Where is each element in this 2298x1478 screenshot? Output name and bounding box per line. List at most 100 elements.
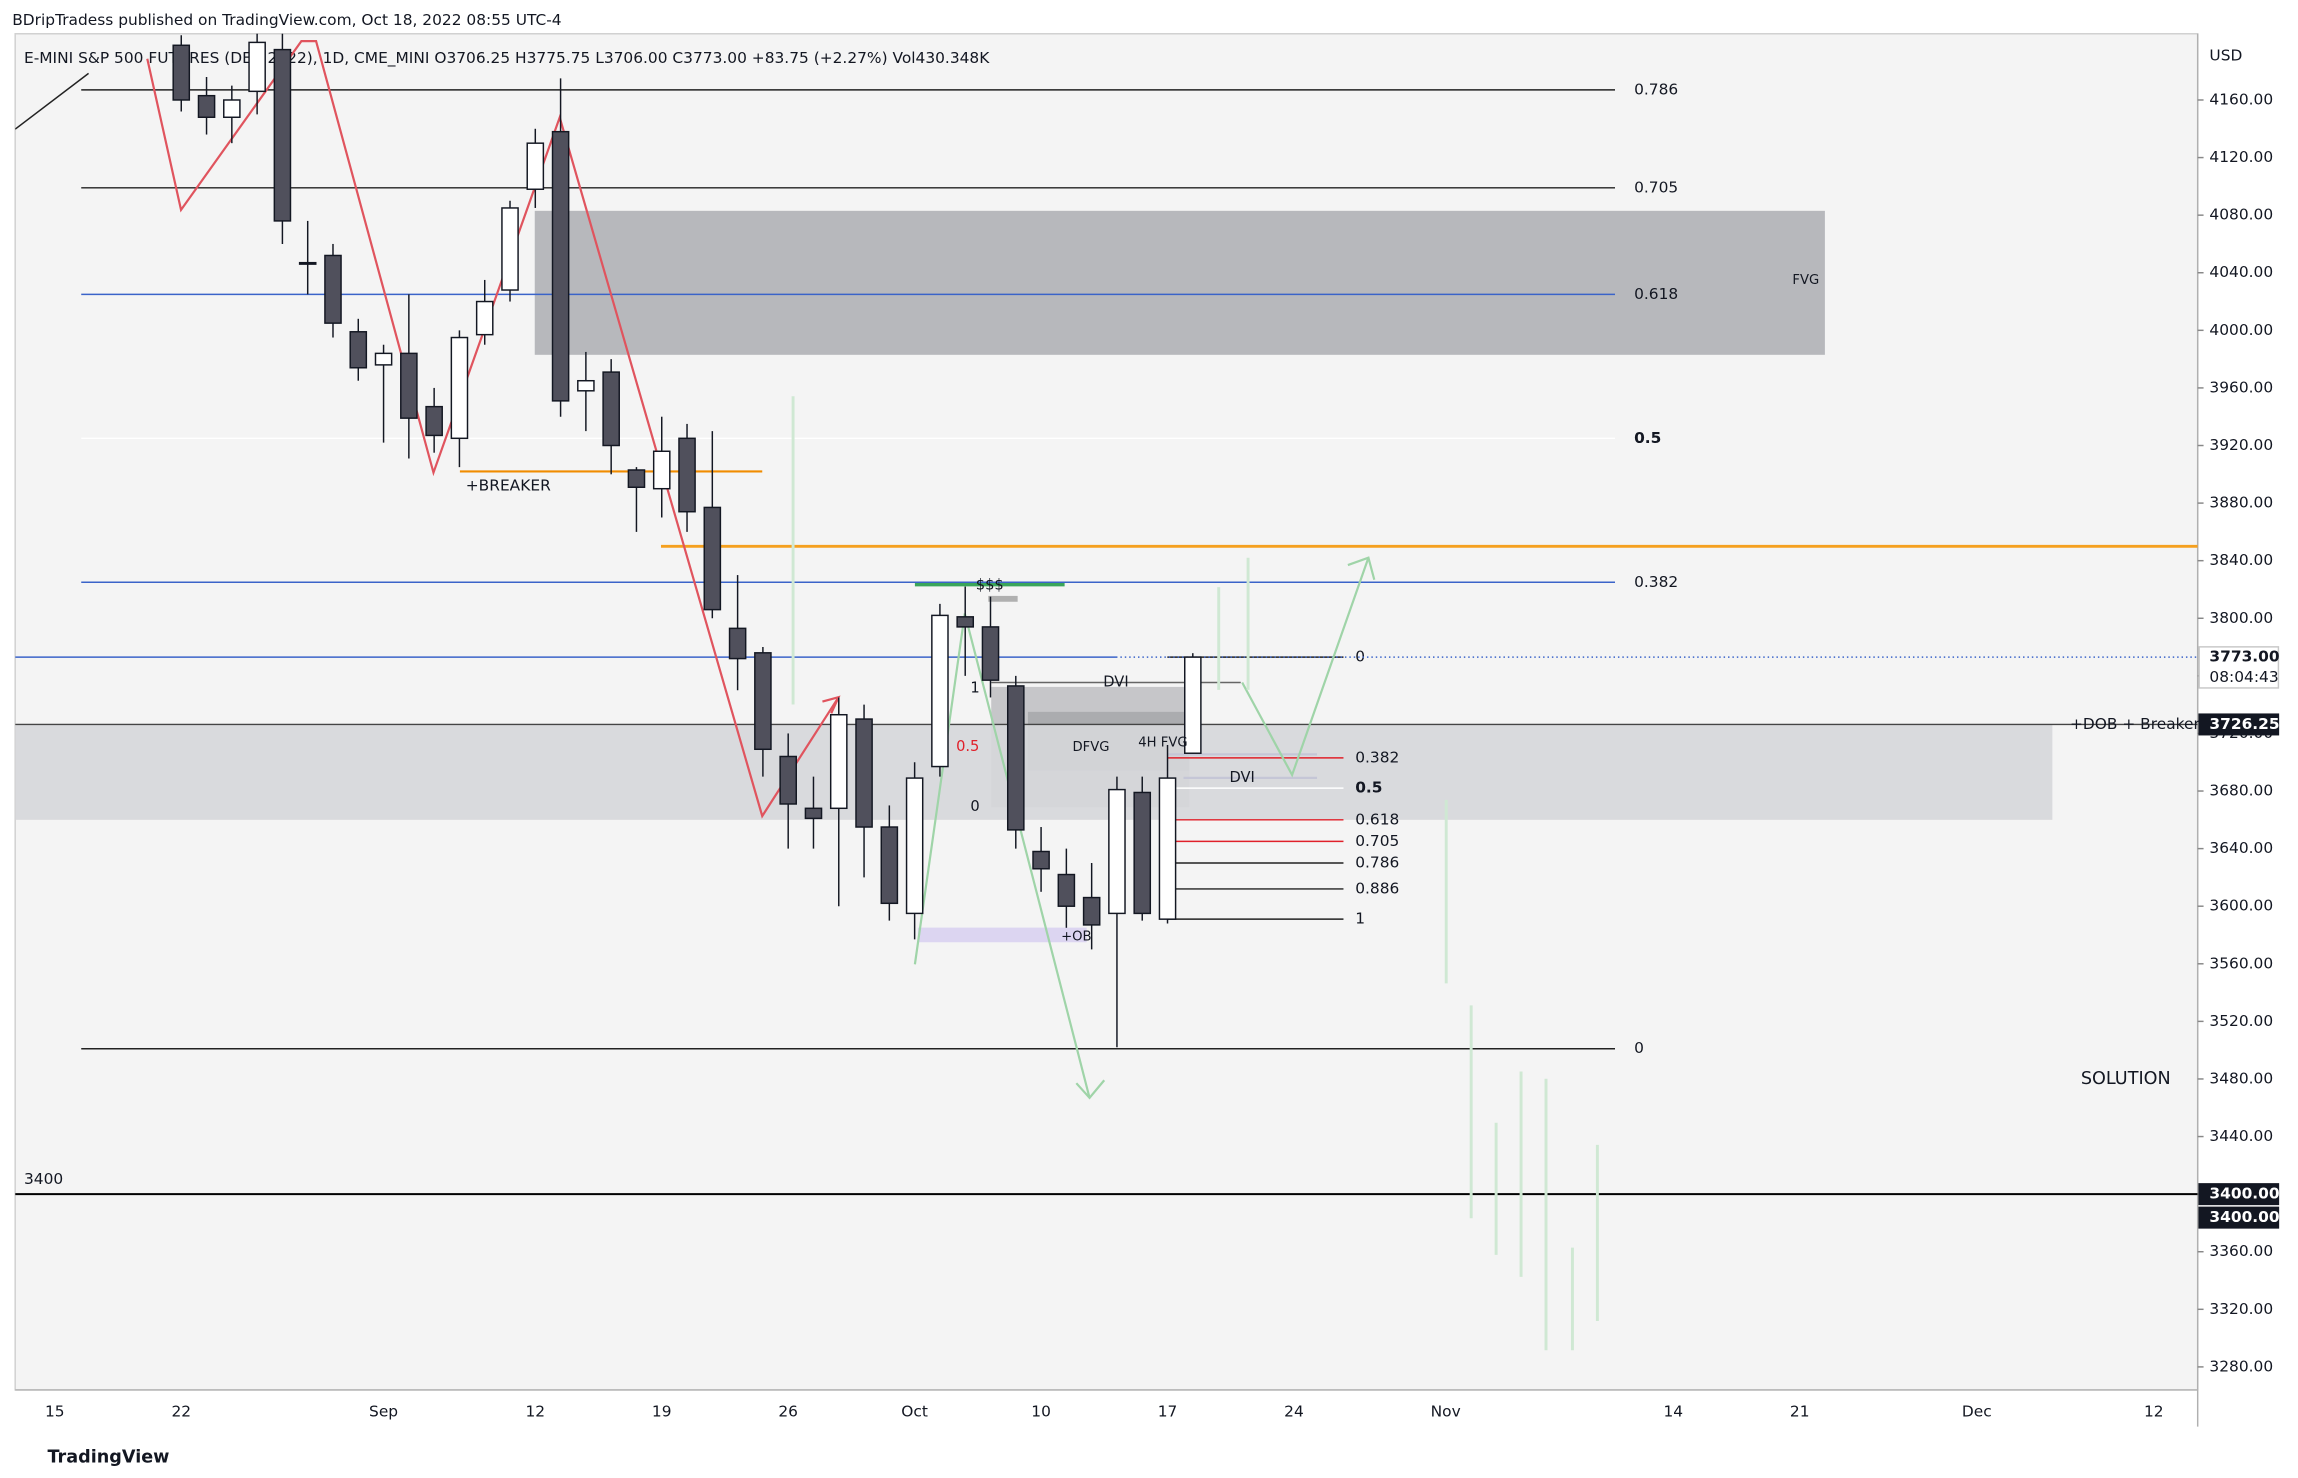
fib-label: 1: [1355, 910, 1365, 928]
note: 0: [970, 798, 979, 815]
fib-label: 0.5: [1634, 429, 1661, 447]
y-tick-label: 3960.00: [2209, 378, 2273, 396]
candle-body: [779, 755, 797, 805]
fib-label: 0.705: [1634, 178, 1678, 196]
note: SOLUTION: [2081, 1069, 2171, 1089]
ob-box: [917, 927, 1087, 943]
fib-label: 0.786: [1355, 854, 1399, 872]
x-tick-label: Sep: [369, 1402, 398, 1420]
candle-body: [981, 626, 1000, 681]
y-tick-label: 3680.00: [2209, 782, 2273, 800]
x-tick-label: Nov: [1431, 1402, 1461, 1420]
arrow-head: [822, 695, 841, 714]
level-label: 3400: [24, 1170, 63, 1188]
x-tick-label: 22: [171, 1402, 191, 1420]
candle-body: [501, 207, 519, 291]
zone: [15, 724, 2053, 820]
note: DVI: [1230, 769, 1255, 786]
note: $$$: [976, 577, 1004, 594]
y-tick-label: 3480.00: [2209, 1069, 2273, 1087]
candle-body: [526, 142, 545, 190]
price-label-sub: 08:04:43: [2209, 668, 2278, 686]
candle-body: [1158, 777, 1177, 920]
price-label-box: [2198, 713, 2280, 736]
y-tick-label: 3880.00: [2209, 494, 2273, 512]
y-tick-label: 3640.00: [2209, 839, 2273, 857]
candle-body: [905, 777, 924, 915]
candle-body: [678, 437, 696, 513]
x-tick-label: 12: [2144, 1402, 2164, 1420]
fib-label: 0.886: [1355, 879, 1399, 897]
y-tick-label: 4120.00: [2209, 148, 2273, 166]
x-tick-label: Oct: [901, 1402, 928, 1420]
chart-title: E-MINI S&P 500 FUTURES (DEC 2022), 1D, C…: [24, 49, 990, 68]
plot-layer: FVG 0.786 0.705 0.618 0.5 0.382 0 0 0.382 0.5 0.61…: [15, 33, 2198, 1351]
x-tick-label: 21: [1790, 1402, 1810, 1420]
candle-body: [1032, 850, 1050, 870]
publisher: BDripTradess published on TradingView.co…: [12, 11, 561, 29]
price-label-box: [2198, 1183, 2280, 1206]
note: 0.5: [956, 738, 979, 755]
projection: [1241, 557, 1370, 778]
fib-label: 0.382: [1634, 573, 1678, 591]
note: DFVG: [1073, 740, 1110, 755]
candle-body: [931, 614, 949, 768]
y-tick-label: 3280.00: [2209, 1357, 2273, 1375]
candle-body: [374, 352, 393, 366]
y-tick-label: 3320.00: [2209, 1300, 2273, 1318]
x-tick-label: 15: [45, 1402, 65, 1420]
x-tick-label: Dec: [1962, 1402, 1992, 1420]
candle-body: [223, 99, 241, 118]
note: 4H FVG: [1138, 736, 1187, 751]
x-tick-label: 10: [1031, 1402, 1051, 1420]
price-label-box: [2198, 646, 2280, 689]
y-tick-label: 3440.00: [2209, 1127, 2273, 1145]
candle-body: [324, 254, 342, 324]
trend-line: [15, 72, 90, 130]
x-tick-label: 12: [525, 1402, 545, 1420]
candle-body: [880, 826, 899, 905]
price-label: 3726.25: [2209, 715, 2279, 733]
candle-body: [754, 652, 772, 751]
candle-body: [956, 616, 975, 628]
candle-body: [172, 44, 191, 101]
fib-label: 0.5: [1355, 779, 1382, 797]
y-tick-label: 4000.00: [2209, 321, 2273, 339]
candle-body: [475, 300, 494, 336]
candle-body: [703, 506, 722, 611]
y-tick-label: 4080.00: [2209, 206, 2273, 224]
y-tick-label: 3920.00: [2209, 436, 2273, 454]
candle-body: [1184, 656, 1202, 754]
y-tick-label: 3520.00: [2209, 1012, 2273, 1030]
fib-label: 0: [1634, 1039, 1644, 1057]
candle-body: [1006, 685, 1025, 831]
price-label: 3773.00: [2209, 648, 2279, 666]
y-tick-label: 3800.00: [2209, 609, 2273, 627]
candle-body: [728, 627, 747, 660]
note: 1: [970, 679, 979, 696]
candle-body: [1082, 896, 1101, 926]
candle-body: [652, 450, 671, 490]
price-label: 3400.00: [2209, 1208, 2279, 1226]
candle-body: [855, 718, 873, 828]
fib-label: 0.618: [1634, 285, 1678, 303]
note: DVI: [1103, 673, 1128, 690]
candle-body: [1133, 791, 1152, 915]
y-tick-label: 4160.00: [2209, 90, 2273, 108]
mark: [988, 595, 1018, 602]
arrow-head: [1075, 1079, 1106, 1100]
candle-body: [425, 405, 443, 437]
y-tick-label: 3360.00: [2209, 1242, 2273, 1260]
candle-body: [829, 713, 848, 810]
zone-label: +DOB + Breaker: [2070, 715, 2201, 733]
fib-label: 0.786: [1634, 80, 1678, 98]
x-tick-label: 26: [778, 1402, 798, 1420]
candle-body: [400, 352, 418, 419]
candle-body: [627, 469, 646, 488]
currency: USD: [2209, 46, 2242, 64]
price-label-box: [2198, 1206, 2280, 1229]
fib-label: 0: [1355, 648, 1365, 666]
x-tick-label: 14: [1663, 1402, 1683, 1420]
zigzag: [146, 39, 840, 819]
